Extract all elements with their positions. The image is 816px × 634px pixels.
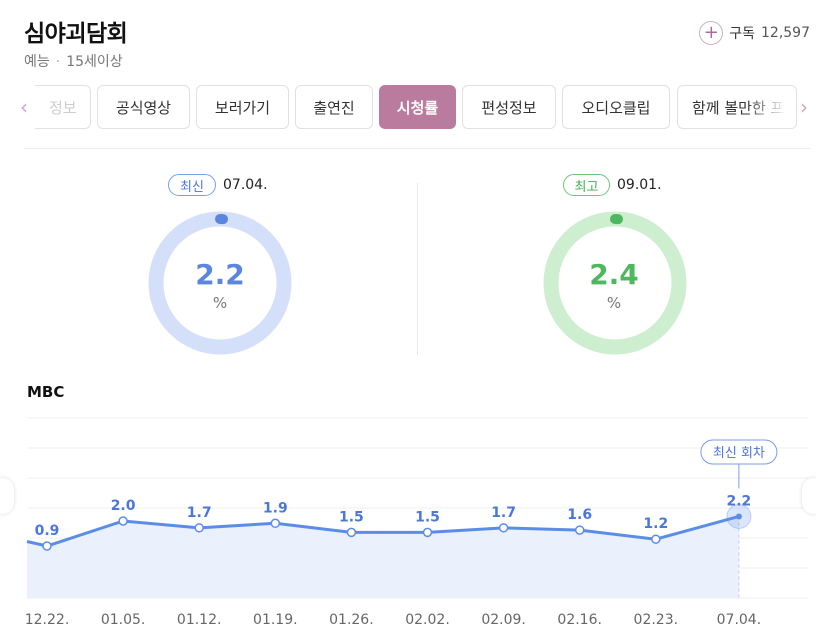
x-tick-label: 02.23.: [634, 612, 679, 628]
program-meta: 예능 · 15세이상: [24, 51, 123, 71]
best-badge: 최고: [563, 174, 610, 196]
data-label: 2.2: [726, 493, 751, 509]
best-gauge: [543, 211, 687, 355]
program-rating: 15세이상: [66, 54, 123, 70]
latest-badge: 최신: [168, 174, 216, 196]
chart-area: [27, 516, 739, 598]
tab-official-video[interactable]: 공식영상: [97, 85, 190, 129]
latest-gauge: [148, 211, 292, 355]
best-date: 09.01.: [617, 177, 662, 193]
chevron-left-icon[interactable]: ‹: [20, 95, 28, 119]
data-point: [194, 523, 204, 533]
data-point: [574, 525, 585, 535]
data-label: 1.7: [187, 505, 212, 521]
x-tick-label: 07.04.: [717, 612, 762, 628]
tab-cast[interactable]: 출연진: [295, 85, 373, 129]
tab-recommended[interactable]: 함께 볼만한 프: [677, 85, 797, 129]
x-tick-label: 01.05.: [101, 612, 146, 628]
latest-episode-callout-label: 최신 회차: [713, 446, 765, 461]
tab-watch[interactable]: 보러가기: [196, 85, 289, 129]
x-tick-label: 02.09.: [481, 612, 526, 628]
x-tick-label: 12.22.: [25, 612, 70, 628]
tab-ratings[interactable]: 시청률: [379, 85, 456, 129]
plus-icon: +: [699, 21, 724, 45]
program-genre: 예능: [24, 54, 50, 70]
data-label: 1.7: [491, 505, 516, 521]
x-tick-label: 02.02.: [405, 612, 450, 628]
data-label: 1.2: [643, 516, 668, 532]
data-point: [118, 516, 128, 526]
tab-fade: [746, 86, 796, 128]
ratings-line-chart: 0.9 12.22. 2.0 01.05. 1.7 01.12. 1.9 01.19. 1.5 0…: [25, 417, 808, 628]
data-point: [498, 523, 509, 533]
subscribe-label: 구독: [729, 26, 755, 42]
data-point: [422, 527, 433, 538]
latest-unit: %: [212, 294, 228, 312]
tab-bar: ‹ 정보 공식영상 보러가기 출연진 시청률 편성정보 오디오클립 함께 볼만한…: [0, 85, 816, 131]
data-point: [270, 518, 281, 529]
chevron-right-icon[interactable]: ›: [800, 95, 808, 119]
best-unit: %: [606, 294, 622, 312]
x-tick-label: 01.12.: [177, 612, 222, 628]
latest-value: 2.2: [195, 258, 245, 291]
data-label: 1.9: [263, 500, 288, 516]
data-label: 0.9: [35, 523, 60, 539]
data-point: [735, 513, 742, 520]
tab-schedule[interactable]: 편성정보: [462, 85, 556, 129]
data-point: [651, 534, 661, 544]
scroll-left-handle[interactable]: [0, 478, 14, 514]
latest-date: 07.04.: [223, 177, 268, 193]
x-tick-label: 02.16.: [557, 612, 602, 628]
data-label: 1.5: [339, 509, 364, 525]
latest-episode-callout: [700, 439, 778, 465]
best-value: 2.4: [589, 258, 639, 291]
data-label: 1.6: [567, 507, 592, 523]
subscriber-count: 12,597: [761, 25, 810, 41]
data-point: [42, 541, 52, 551]
tab-info[interactable]: 정보: [35, 85, 91, 129]
x-tick-label: 01.19.: [253, 612, 298, 628]
chart-title: MBC: [27, 383, 65, 401]
scroll-right-handle[interactable]: [802, 478, 816, 514]
tab-audio-clip[interactable]: 오디오클립: [562, 85, 670, 129]
data-point: [346, 527, 357, 538]
vertical-divider: [417, 183, 418, 355]
data-label: 2.0: [111, 498, 136, 514]
divider: [24, 148, 810, 149]
subscribe-button[interactable]: + 구독 12,597: [699, 21, 810, 45]
program-title: 심야괴담회: [24, 21, 128, 47]
separator-dot: ·: [55, 54, 61, 70]
x-tick-label: 01.26.: [329, 612, 374, 628]
data-label: 1.5: [415, 509, 440, 525]
